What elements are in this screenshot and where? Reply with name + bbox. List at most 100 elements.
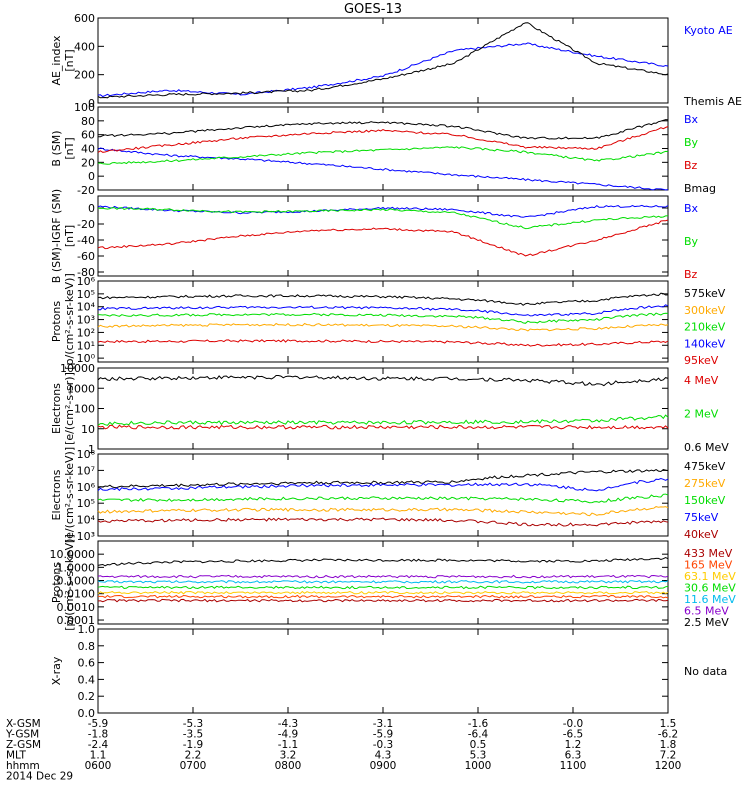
y-tick-label: 10³ bbox=[77, 530, 95, 543]
panel-frame bbox=[97, 628, 669, 714]
y-tick-label: 10⁷ bbox=[77, 464, 95, 477]
x-row-label: X-GSM bbox=[6, 718, 41, 730]
panel-frame bbox=[97, 280, 669, 363]
series-line-4-MeV bbox=[97, 424, 669, 430]
legend-entry: Bz bbox=[684, 159, 698, 172]
y-tick-label: 0.8 bbox=[78, 640, 96, 653]
x-row-value: 1.1 bbox=[90, 750, 107, 762]
y-tick-label: 10³ bbox=[77, 314, 95, 327]
y-tick-label: 80 bbox=[81, 115, 95, 128]
panel-3: -80 -60 -40 -20 0 B (SM)-IGRF (SM) [nT] Bx By Bz bbox=[50, 189, 699, 283]
series-line-165-MeV bbox=[98, 594, 669, 599]
y-tick-label: 0.0 bbox=[78, 707, 96, 720]
y-tick-label: 10.0000 bbox=[50, 548, 96, 561]
y-tick-label: 10⁵ bbox=[77, 288, 95, 301]
x-axis-table: X-GSM -5.9 -5.3 -4.3 -3.1 -1.6 -0.0 1.5 Y-GSM -1.… bbox=[5, 718, 681, 783]
series-line-By bbox=[97, 146, 669, 165]
x-row-value: -3.1 bbox=[373, 718, 394, 730]
y-tick-label: 10² bbox=[77, 326, 95, 339]
y-tick-label: 10⁴ bbox=[77, 301, 96, 314]
y-tick-label: 0.6 bbox=[78, 657, 96, 670]
x-row-value: 2.2 bbox=[185, 750, 202, 762]
legend-entry: Bmag bbox=[684, 182, 716, 195]
no-data-annotation: No data bbox=[684, 665, 727, 678]
series-line-11.6-MeV bbox=[97, 580, 669, 584]
legend-entry: 0.6 MeV bbox=[684, 441, 729, 454]
legend-entry: 2 MeV bbox=[684, 408, 719, 421]
y-tick-label: 0.0010 bbox=[57, 601, 96, 614]
x-row-value: -2.4 bbox=[88, 739, 109, 751]
legend-entry: 40keV bbox=[684, 528, 719, 541]
x-row-value: 1000 bbox=[465, 760, 492, 772]
series-line-433-MeV bbox=[97, 598, 669, 603]
x-row-value: 1.2 bbox=[565, 739, 582, 751]
x-row-value: 1.8 bbox=[660, 739, 677, 751]
x-row-value: 4.3 bbox=[375, 750, 392, 762]
legend-entry: 275keV bbox=[684, 477, 726, 490]
panel-7: 0.00010.00100.01000.10001.000010.0000Pro… bbox=[50, 534, 737, 631]
x-row-value: -5.3 bbox=[183, 718, 204, 730]
series-line-275keV bbox=[97, 506, 669, 517]
y-tick-label: 0.2 bbox=[78, 690, 96, 703]
x-row-value: 1200 bbox=[655, 760, 682, 772]
series-line-150keV bbox=[97, 493, 669, 504]
x-row-value: -4.3 bbox=[278, 718, 299, 730]
y-axis-label: Protons bbox=[50, 301, 63, 342]
series-line-575keV bbox=[97, 292, 669, 306]
y-tick-label: 10000 bbox=[60, 362, 95, 375]
series-line-30.6-MeV bbox=[97, 585, 669, 590]
x-row-value: 1100 bbox=[560, 760, 587, 772]
y-tick-label: 600 bbox=[74, 12, 95, 25]
x-row-value: -1.1 bbox=[278, 739, 299, 751]
panel-5: 1 10 100 1000 10000 Electrons [e/(cm²-s-sr)] 4 … bbox=[50, 362, 729, 456]
y-tick-label: -40 bbox=[77, 234, 95, 247]
legend-entry: 475keV bbox=[684, 460, 726, 473]
series-line-2-MeV bbox=[97, 414, 669, 426]
series-line-63.1-MeV bbox=[97, 590, 669, 595]
x-row-value: -6.5 bbox=[563, 729, 584, 741]
date-label: 2014 Dec 29 bbox=[6, 771, 73, 783]
series-line-300keV bbox=[97, 322, 669, 332]
series-line-Bx bbox=[97, 204, 669, 218]
y-tick-label: -60 bbox=[77, 250, 95, 263]
y-tick-label: 400 bbox=[74, 40, 95, 53]
legend-entry: Bx bbox=[684, 202, 699, 215]
y-axis-label: X-ray bbox=[50, 656, 63, 685]
series-line-Bz bbox=[97, 219, 669, 257]
x-row-value: -3.5 bbox=[183, 729, 204, 741]
y-tick-label: 10⁴ bbox=[77, 514, 96, 527]
y-tick-label: 20 bbox=[81, 156, 95, 169]
y-axis-label: [e/(cm²-s-sr)] bbox=[63, 372, 76, 445]
x-row-value: -1.9 bbox=[183, 739, 204, 751]
y-tick-label: 0.1000 bbox=[57, 575, 96, 588]
x-row-value: -0.3 bbox=[373, 739, 394, 751]
y-tick-label: 0.4 bbox=[78, 673, 96, 686]
legend-entry: 11.6 MeV bbox=[684, 593, 736, 606]
y-tick-label: 200 bbox=[74, 69, 95, 82]
x-row-value: 0700 bbox=[180, 760, 207, 772]
x-row-value: -1.8 bbox=[88, 729, 109, 741]
x-row-label: MLT bbox=[6, 750, 26, 762]
x-row-value: 0900 bbox=[370, 760, 397, 772]
series-line-0.6-MeV bbox=[97, 375, 669, 387]
x-row-label: Z-GSM bbox=[6, 739, 41, 751]
x-row-value: 1.5 bbox=[660, 718, 677, 730]
y-axis-label: [nT] bbox=[63, 225, 76, 247]
y-axis-label: [p/(cm²-s-sr-keV)] bbox=[63, 534, 76, 631]
y-axis-label: Protons bbox=[50, 562, 63, 603]
x-row-value: 0600 bbox=[85, 760, 112, 772]
legend-entry: 6.5 MeV bbox=[684, 605, 729, 618]
x-row-value: -6.2 bbox=[658, 729, 679, 741]
legend-entry: 63.1 MeV bbox=[684, 570, 736, 583]
panel-frame bbox=[97, 367, 669, 450]
panel-1: 0 200 400 600 AE_index [nT] Kyoto AE Themis AE bbox=[50, 12, 742, 110]
chart-title: GOES-13 bbox=[344, 2, 402, 17]
series-line-210keV bbox=[97, 312, 669, 324]
legend-entry: By bbox=[684, 136, 699, 149]
legend-entry: 575keV bbox=[684, 287, 726, 300]
series-line-Bz bbox=[97, 126, 669, 153]
y-tick-label: 0 bbox=[88, 170, 95, 183]
